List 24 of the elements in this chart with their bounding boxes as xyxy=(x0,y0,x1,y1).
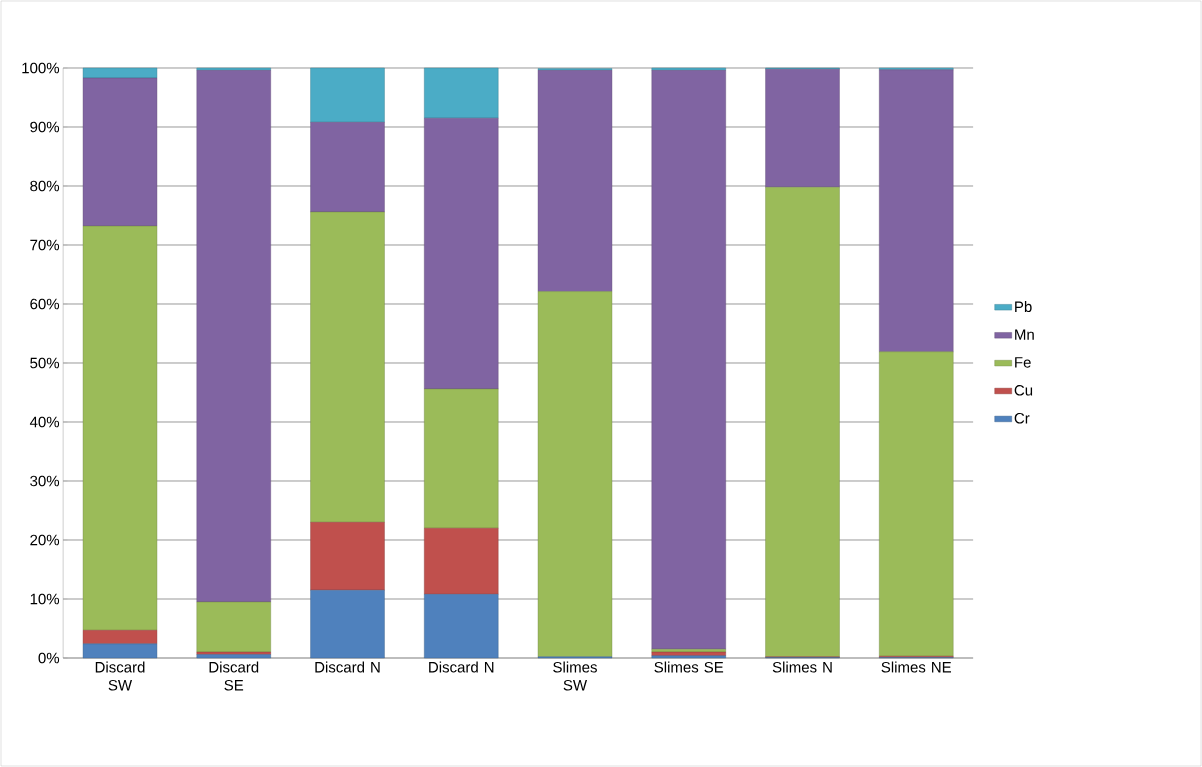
legend-label: Fe xyxy=(1015,357,1031,368)
y-tick-label: 80% xyxy=(30,180,60,192)
legend-label: Cu xyxy=(1014,385,1033,396)
x-tick-label: Discard SE xyxy=(209,661,259,691)
x-tick-label: Slimes N xyxy=(772,661,832,673)
y-tick-label: 100% xyxy=(22,62,60,74)
x-tick-label: Discard SW xyxy=(95,661,145,691)
y-tick-label: 60% xyxy=(30,298,60,310)
x-tick-label: Slimes SE xyxy=(654,661,724,673)
y-tick-label: 30% xyxy=(30,475,60,487)
x-tick-label: Discard N xyxy=(429,661,494,673)
legend-label: Mn xyxy=(1015,329,1034,340)
y-tick-label: 70% xyxy=(30,239,60,251)
y-tick-label: 40% xyxy=(29,416,60,428)
y-tick-label: 50% xyxy=(30,357,60,369)
y-tick-label: 10% xyxy=(30,593,60,605)
x-tick-label: Slimes SW xyxy=(553,661,597,691)
legend-label: Cr xyxy=(1014,412,1030,424)
x-tick-label: Discard N xyxy=(315,661,380,673)
legend-label: Pb xyxy=(1015,301,1032,313)
y-tick-label: 20% xyxy=(30,534,60,546)
x-tick-label: Slimes NE xyxy=(881,661,952,673)
y-tick-label: 0% xyxy=(38,652,60,664)
y-tick-label: 90% xyxy=(30,121,60,133)
